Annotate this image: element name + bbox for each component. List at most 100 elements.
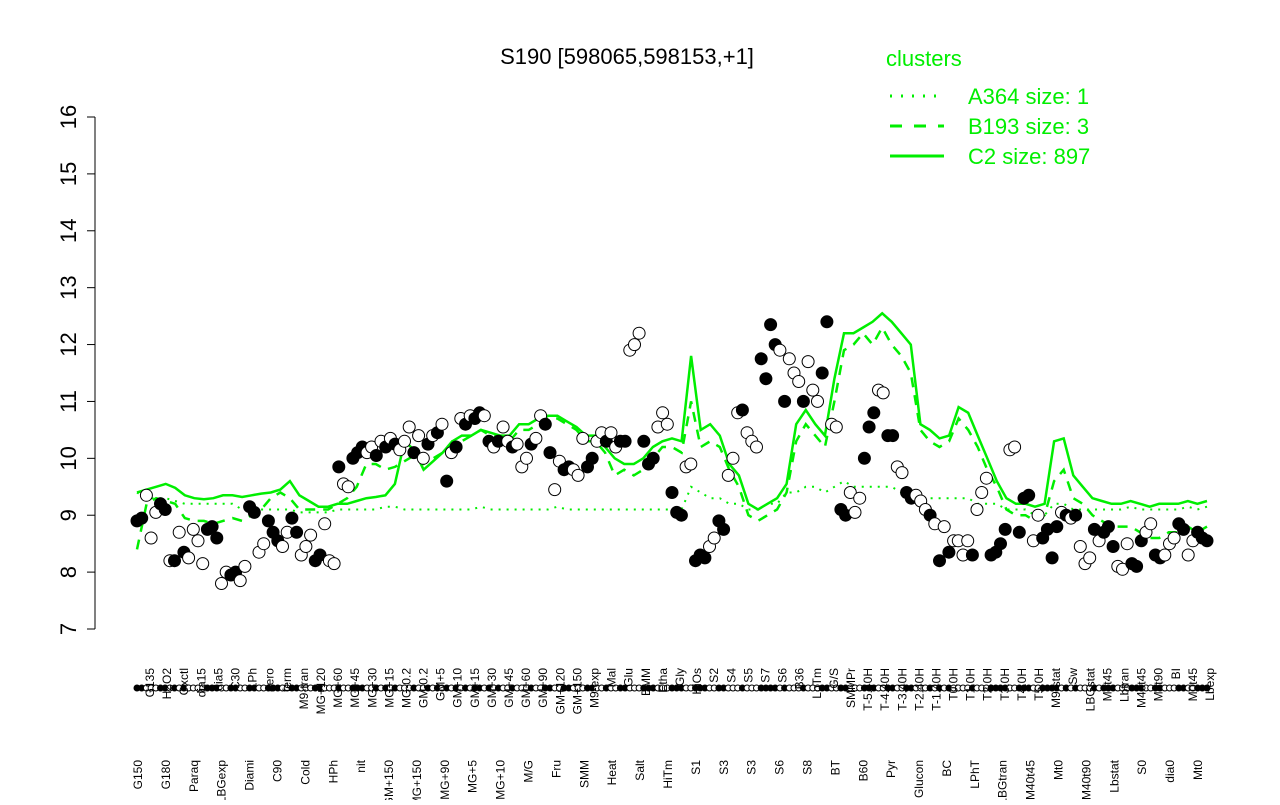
x-tick-label: LBGexp	[215, 760, 229, 800]
x-tick-label: LPh	[246, 668, 260, 689]
x-tick-label: S0	[1135, 760, 1149, 775]
x-tick-label: GM+15	[468, 668, 482, 708]
x-tick-label: T-1.40H	[930, 668, 944, 711]
x-tick-label: BC	[940, 760, 954, 777]
x-tick-label: M9-tran	[297, 668, 311, 709]
x-tick-label: LPhT	[968, 759, 982, 788]
data-point	[754, 352, 768, 366]
data-point	[520, 451, 533, 465]
data-point	[332, 460, 346, 474]
x-tick-label: C30	[229, 668, 243, 690]
data-point	[135, 511, 149, 525]
data-point	[1101, 520, 1115, 534]
data-point	[1120, 537, 1134, 551]
data-point	[717, 522, 731, 536]
x-tick-label: dia0	[1163, 760, 1177, 783]
data-point	[1167, 531, 1181, 545]
data-point	[233, 574, 247, 588]
x-tick-label: Cold	[298, 760, 312, 785]
data-point	[1144, 517, 1158, 531]
data-point	[1073, 540, 1087, 553]
data-point	[801, 355, 815, 369]
x-tick-label: HiTm	[661, 760, 675, 789]
x-tick-label: MG+90	[438, 760, 452, 800]
x-tick-label: G/S	[827, 668, 841, 689]
data-point	[942, 545, 956, 559]
data-point	[867, 406, 881, 420]
data-point	[369, 449, 383, 462]
data-point	[1069, 508, 1083, 522]
data-point	[548, 483, 562, 497]
data-point	[895, 466, 909, 480]
x-tick-label: T3.0H	[998, 668, 1012, 701]
data-point	[191, 534, 205, 548]
data-point	[205, 520, 219, 534]
x-tick-label: Mal	[605, 668, 619, 687]
x-tick-label: SMMPr	[844, 668, 858, 708]
data-point	[496, 420, 510, 434]
data-point	[628, 338, 641, 352]
x-tick-label: dia15	[194, 668, 208, 698]
data-point	[646, 451, 660, 465]
x-tick-label: M/G	[522, 760, 536, 783]
data-point	[585, 451, 599, 465]
x-tick-label: G135	[143, 668, 157, 698]
data-point	[660, 417, 674, 431]
data-point	[416, 451, 430, 465]
data-point	[637, 434, 651, 448]
data-point	[782, 352, 796, 366]
series-line-dashed	[135, 324, 1208, 550]
data-point	[538, 417, 552, 431]
data-point	[632, 326, 646, 340]
x-tick-label: M0t90	[1152, 668, 1166, 702]
data-point	[341, 480, 355, 494]
data-point	[979, 471, 993, 485]
x-tick-label: LoTm	[810, 668, 824, 699]
x-tick-label: GM-0.2	[417, 668, 431, 708]
series-layer	[135, 311, 1208, 550]
data-point	[604, 426, 618, 440]
x-tick-label: S2	[707, 668, 721, 683]
x-tick-label: T4.0H	[1015, 668, 1029, 701]
x-tick-label: MG+5	[466, 760, 480, 793]
x-tick-label: Glu	[622, 668, 636, 687]
x-tick-label: HiOs	[690, 668, 704, 695]
x-tick-label: B36	[793, 668, 807, 690]
x-tick-label: GM+90	[536, 668, 550, 708]
data-point	[412, 429, 426, 443]
legend-label: A364 size: 1	[968, 84, 1089, 109]
x-tick-label: T0.0H	[947, 668, 961, 701]
data-point	[721, 468, 735, 482]
legend-label: B193 size: 3	[968, 114, 1089, 139]
x-tick-label: M0t45	[1186, 668, 1200, 702]
x-tick-label: Lbtran	[1118, 668, 1132, 702]
data-point	[698, 551, 712, 565]
data-point	[778, 394, 792, 408]
x-tick-label: M9-exp	[588, 668, 602, 708]
data-point	[1083, 551, 1097, 565]
x-tick-label: Pyr	[884, 760, 898, 778]
x-tick-label: S7	[759, 668, 773, 683]
x-tick-label: M0t45	[1100, 668, 1114, 702]
data-point	[304, 528, 318, 542]
x-tick-label: SMM	[577, 760, 591, 788]
x-tick-label: M40t90	[1079, 760, 1093, 800]
x-tick-label: MG+30	[365, 668, 379, 708]
x-tick-label: Salt	[633, 759, 647, 780]
x-tick-label: M9-stat	[1049, 667, 1063, 708]
data-point	[618, 434, 632, 448]
x-tick-label: S6	[776, 668, 790, 683]
x-tick-label: nit	[354, 759, 368, 772]
data-point	[965, 548, 979, 562]
data-point	[158, 503, 172, 516]
data-point	[435, 417, 449, 431]
data-point	[1012, 525, 1026, 539]
legend-label: C2 size: 897	[968, 144, 1090, 169]
data-point	[257, 537, 271, 551]
data-point	[529, 431, 543, 445]
data-point	[735, 403, 749, 417]
data-point	[285, 511, 299, 525]
chart-title: S190 [598065,598153,+1]	[500, 44, 754, 69]
x-tick-label: Mt0	[1191, 760, 1205, 780]
